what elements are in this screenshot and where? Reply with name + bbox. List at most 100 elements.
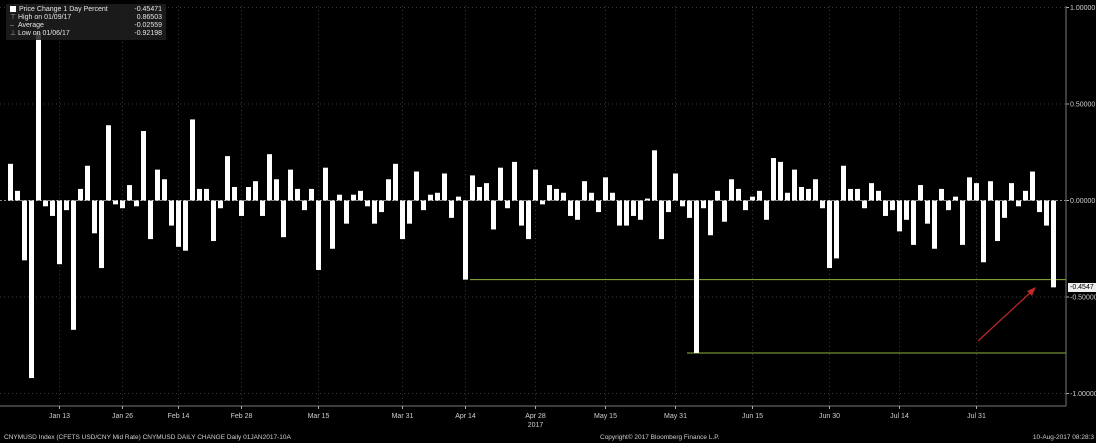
bar xyxy=(883,200,888,216)
bar xyxy=(925,200,930,224)
bar xyxy=(1030,171,1035,201)
legend-low-label: Low on 01/06/17 xyxy=(18,30,70,37)
bar xyxy=(967,177,972,201)
x-tick-label: Jun 30 xyxy=(819,413,840,420)
bar xyxy=(1023,190,1028,201)
current-value-label: -0.4547 xyxy=(1068,283,1096,293)
bar xyxy=(498,167,503,201)
bar xyxy=(743,200,748,211)
bar xyxy=(792,169,797,201)
bar xyxy=(680,200,685,207)
bar xyxy=(309,188,314,201)
bar xyxy=(169,200,174,226)
bar xyxy=(29,200,34,379)
bar xyxy=(442,173,447,201)
bar xyxy=(414,171,419,201)
high-marker-icon: ⊤ xyxy=(10,14,17,21)
bar xyxy=(939,188,944,201)
x-tick-label: Apr 28 xyxy=(525,413,546,420)
x-tick-label: Jul 31 xyxy=(967,413,986,420)
bar xyxy=(820,200,825,209)
bar xyxy=(155,169,160,201)
legend-low-value: -0.92198 xyxy=(134,30,162,37)
bar xyxy=(981,200,986,263)
legend-row-high: ⊤ High on 01/09/17 0.86503 xyxy=(10,14,162,22)
bar xyxy=(421,200,426,211)
bar xyxy=(652,150,657,201)
bar xyxy=(1002,200,1007,218)
bar xyxy=(197,188,202,201)
bar xyxy=(456,196,461,201)
bar xyxy=(232,186,237,201)
bar xyxy=(15,190,20,201)
bar xyxy=(1016,200,1021,207)
bar xyxy=(85,165,90,201)
bar xyxy=(645,198,650,201)
footer-timestamp: 10-Aug-2017 08:28:3 xyxy=(1032,434,1094,441)
bar xyxy=(750,196,755,201)
y-tick-label: -1.00000 xyxy=(1070,391,1096,398)
bar xyxy=(316,200,321,270)
bar xyxy=(190,119,195,201)
bar xyxy=(288,169,293,201)
x-axis: Jan 13 Jan 26 Feb 14 Feb 28 Mar 15 Mar 31 Apr … xyxy=(0,405,1066,429)
bar xyxy=(407,200,412,224)
bar-swatch-icon xyxy=(10,6,16,12)
bar xyxy=(302,200,307,211)
bar xyxy=(547,185,552,201)
bar xyxy=(1044,200,1049,226)
bar xyxy=(533,169,538,201)
bar xyxy=(1037,200,1042,213)
bar xyxy=(491,200,496,230)
bar xyxy=(785,192,790,201)
x-tick-label: Feb 14 xyxy=(168,413,190,420)
bar xyxy=(92,200,97,234)
bar xyxy=(904,200,909,220)
bar xyxy=(477,186,482,201)
bar xyxy=(974,183,979,201)
x-tick-label: Mar 31 xyxy=(392,413,414,420)
bar xyxy=(617,200,622,226)
bar xyxy=(813,179,818,201)
legend-high-label: High on 01/09/17 xyxy=(18,14,72,21)
bar xyxy=(386,179,391,201)
bar xyxy=(358,190,363,201)
bar xyxy=(106,125,111,201)
bar xyxy=(715,190,720,201)
x-tick-label: Mar 15 xyxy=(308,413,330,420)
bar xyxy=(960,200,965,245)
x-tick-label: Jan 13 xyxy=(49,413,70,420)
footer-copyright: Copyright© 2017 Bloomberg Finance L.P. xyxy=(600,434,720,441)
bar xyxy=(855,188,860,201)
bar xyxy=(806,188,811,201)
bar xyxy=(911,200,916,245)
low-marker-icon: ⊥ xyxy=(10,30,17,37)
footer-security-description: CNYMUSD Index (CFETS USD/CNY Mid Rate) C… xyxy=(4,434,291,441)
bar xyxy=(470,175,475,201)
bar xyxy=(281,200,286,238)
legend-row-main: Price Change 1 Day Percent -0.45471 xyxy=(10,6,162,14)
legend-high-value: 0.86503 xyxy=(136,14,162,21)
bar xyxy=(372,200,377,224)
trend-arrow-head xyxy=(1027,287,1036,296)
bar xyxy=(204,188,209,201)
bar xyxy=(379,200,384,213)
bar xyxy=(582,181,587,201)
bar xyxy=(113,200,118,205)
bar xyxy=(673,173,678,201)
bar xyxy=(78,188,83,201)
bar xyxy=(568,200,573,216)
bar xyxy=(253,181,258,201)
bar xyxy=(890,200,895,211)
bar xyxy=(218,200,223,209)
bar xyxy=(22,200,27,261)
bar xyxy=(995,200,1000,242)
bar xyxy=(596,200,601,213)
bar xyxy=(120,200,125,209)
bar xyxy=(841,165,846,201)
bar xyxy=(694,200,699,353)
bar xyxy=(659,200,664,240)
bar xyxy=(211,200,216,242)
legend-average-value: -0.02559 xyxy=(134,22,162,29)
